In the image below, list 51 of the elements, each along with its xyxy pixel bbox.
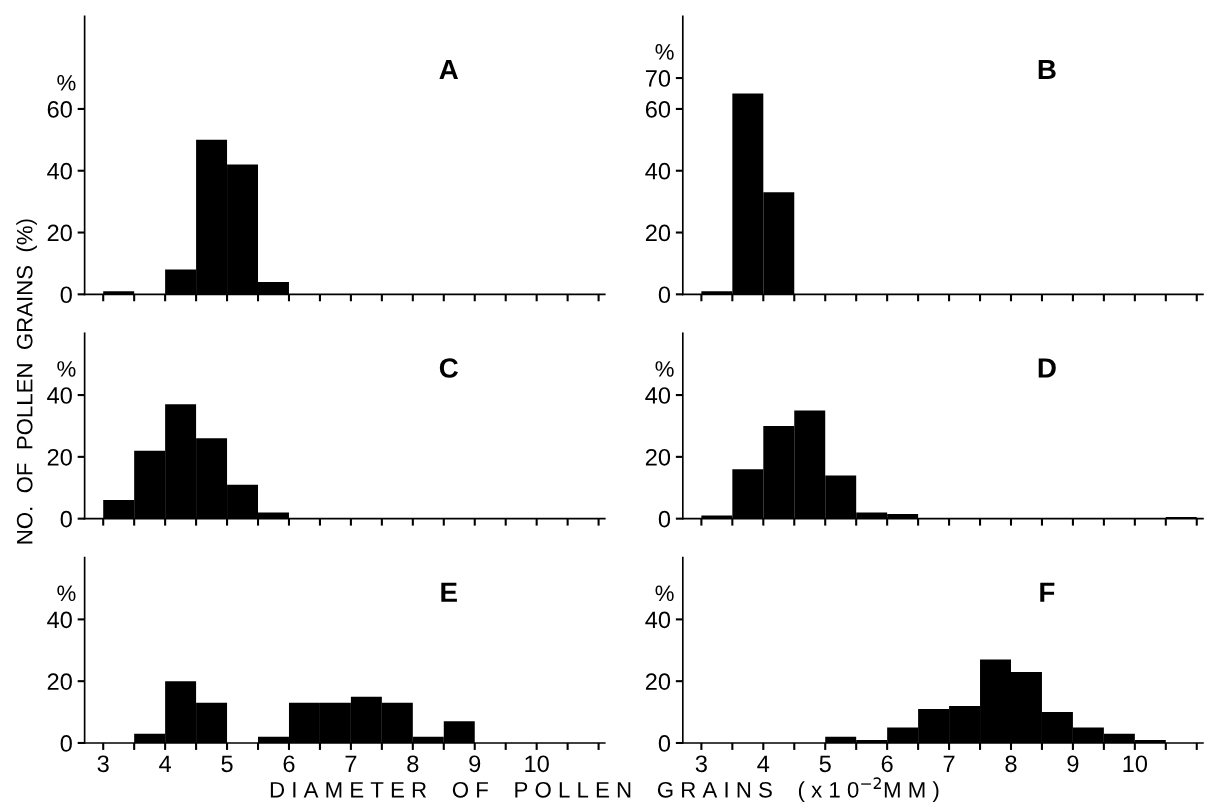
y-tick-label: 40: [47, 387, 72, 404]
x-tick-label: 10: [1123, 755, 1148, 773]
x-tick-label: 9: [469, 755, 481, 773]
x-tick-label: 7: [345, 755, 357, 772]
y-tick-label: 60: [645, 101, 671, 118]
y-tick-label: 0: [60, 510, 72, 528]
y-tick-label: 0: [658, 286, 671, 304]
y-axis-title: %: [655, 585, 674, 602]
x-tick-label: 9: [1067, 755, 1079, 773]
x-tick-label: 4: [159, 755, 171, 772]
text: A: [439, 59, 459, 80]
y-tick-label: 20: [645, 224, 671, 242]
text: B: [1038, 59, 1056, 80]
x-tick-label: 8: [407, 755, 419, 773]
x-tick-label: 5: [819, 755, 831, 773]
x-tick-label: 4: [757, 755, 770, 772]
x-tick-label: 6: [283, 755, 295, 773]
text: NO. OF POLLEN GRAINS (%): [16, 219, 37, 544]
y-tick-label: 40: [645, 162, 671, 180]
y-axis-title: %: [57, 361, 76, 377]
y-tick-label: 60: [47, 101, 72, 118]
text: D: [1038, 358, 1056, 378]
y-tick-label: 20: [645, 448, 671, 466]
y-tick-label: 20: [47, 224, 72, 242]
y-tick-label: 40: [47, 611, 72, 629]
x-tick-label: 7: [943, 755, 955, 772]
y-tick-label: 0: [658, 735, 671, 752]
x-tick-label: 6: [881, 755, 893, 773]
y-tick-label: 0: [658, 510, 671, 528]
text: C: [439, 358, 459, 378]
text: E: [441, 582, 457, 602]
y-axis-title: %: [655, 44, 674, 60]
y-axis-title: %: [57, 75, 76, 91]
x-tick-label: 10: [525, 755, 549, 773]
y-axis-title: %: [655, 361, 674, 377]
x-tick-label: 8: [1005, 755, 1017, 773]
x-tick-label: 3: [97, 755, 109, 773]
text: F: [1040, 582, 1055, 602]
y-tick-label: 40: [645, 611, 671, 629]
y-tick-label: 20: [47, 448, 72, 466]
y-tick-label: 20: [47, 673, 72, 690]
y-tick-label: 40: [645, 387, 671, 404]
y-tick-label: 0: [60, 735, 72, 752]
x-tick-label: 3: [695, 755, 707, 773]
y-tick-label: 70: [645, 70, 671, 87]
y-tick-label: 40: [47, 162, 72, 180]
y-axis-title: %: [57, 585, 76, 602]
y-tick-label: 0: [60, 286, 72, 304]
text: D I A M E T E R O F P O L L E N G R A I N S ( x 1 0$^{−2}$M M ): [270, 777, 939, 803]
x-tick-label: 5: [221, 755, 233, 773]
y-tick-label: 20: [645, 673, 671, 690]
